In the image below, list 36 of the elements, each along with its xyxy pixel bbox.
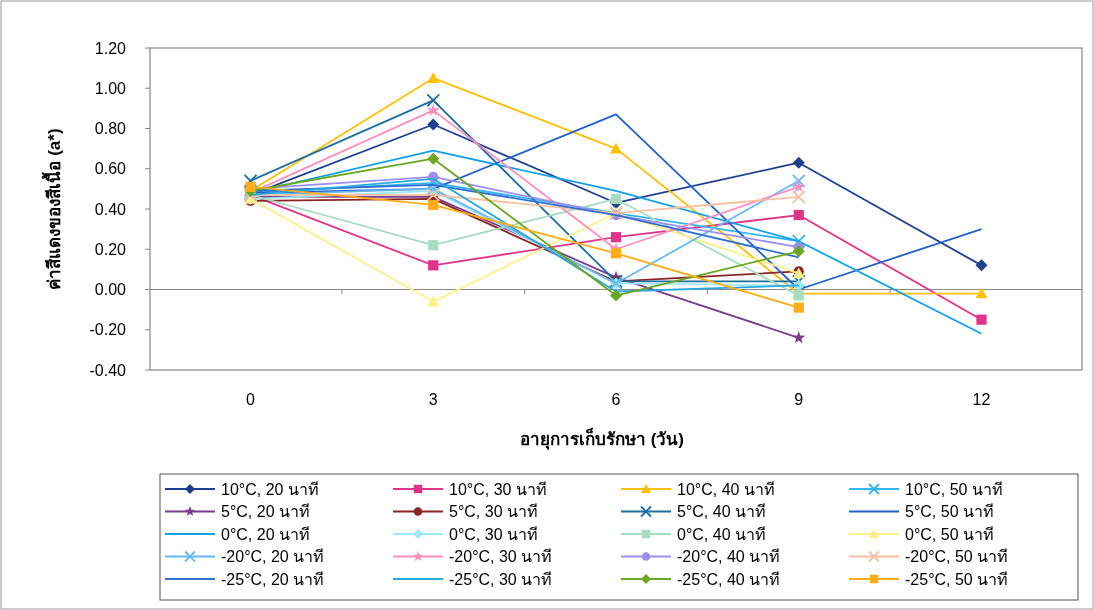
legend-label: 10°C, 50 นาที (905, 480, 1003, 498)
y-tick-label: 0.80 (94, 120, 127, 138)
legend-label: -25°C, 50 นาที (905, 570, 1009, 588)
x-tick-label: 12 (972, 391, 991, 408)
x-tick-label: 0 (246, 391, 256, 408)
x-tick-label: 6 (611, 391, 621, 408)
y-tick-label: 0.20 (94, 240, 127, 258)
legend-label: 0°C, 30 นาที (449, 525, 538, 543)
legend-label: 10°C, 40 นาที (677, 480, 775, 498)
legend-label: -25°C, 20 นาที (221, 570, 325, 588)
legend-label: 10°C, 20 นาที (221, 480, 319, 498)
legend-label: 0°C, 50 นาที (905, 525, 994, 543)
x-tick-label: 9 (794, 391, 804, 408)
y-tick-label: 0.60 (94, 160, 127, 178)
legend-label: 5°C, 30 นาที (449, 503, 538, 521)
y-tick-label: -0.20 (89, 321, 127, 339)
legend-label: -20°C, 50 นาที (905, 548, 1009, 566)
y-tick-label: 0.40 (94, 200, 127, 218)
legend-label: 0°C, 40 นาที (677, 525, 766, 543)
legend-label: -20°C, 20 นาที (221, 548, 325, 566)
y-axis-title: ค่าสีแดงของสีเนื้อ (a*) (41, 128, 64, 290)
y-tick-label: 1.00 (94, 79, 127, 97)
legend-label: 5°C, 40 นาที (677, 503, 766, 521)
legend-label: -20°C, 30 นาที (449, 548, 553, 566)
x-axis-title: อายุการเก็บรักษา (วัน) (519, 427, 685, 450)
legend-label: -20°C, 40 นาที (677, 548, 781, 566)
legend-label: 0°C, 20 นาที (221, 525, 310, 543)
legend-label: 10°C, 30 นาที (449, 480, 547, 498)
y-tick-label: 0.00 (94, 281, 127, 299)
y-tick-label: 1.20 (94, 39, 127, 57)
x-tick-label: 3 (428, 391, 438, 408)
legend-label: -25°C, 30 นาที (449, 570, 553, 588)
legend-label: 5°C, 20 นาที (221, 503, 310, 521)
legend-label: 5°C, 50 นาที (905, 503, 994, 521)
y-tick-label: -0.40 (89, 361, 127, 379)
legend-label: -25°C, 40 นาที (677, 570, 781, 588)
